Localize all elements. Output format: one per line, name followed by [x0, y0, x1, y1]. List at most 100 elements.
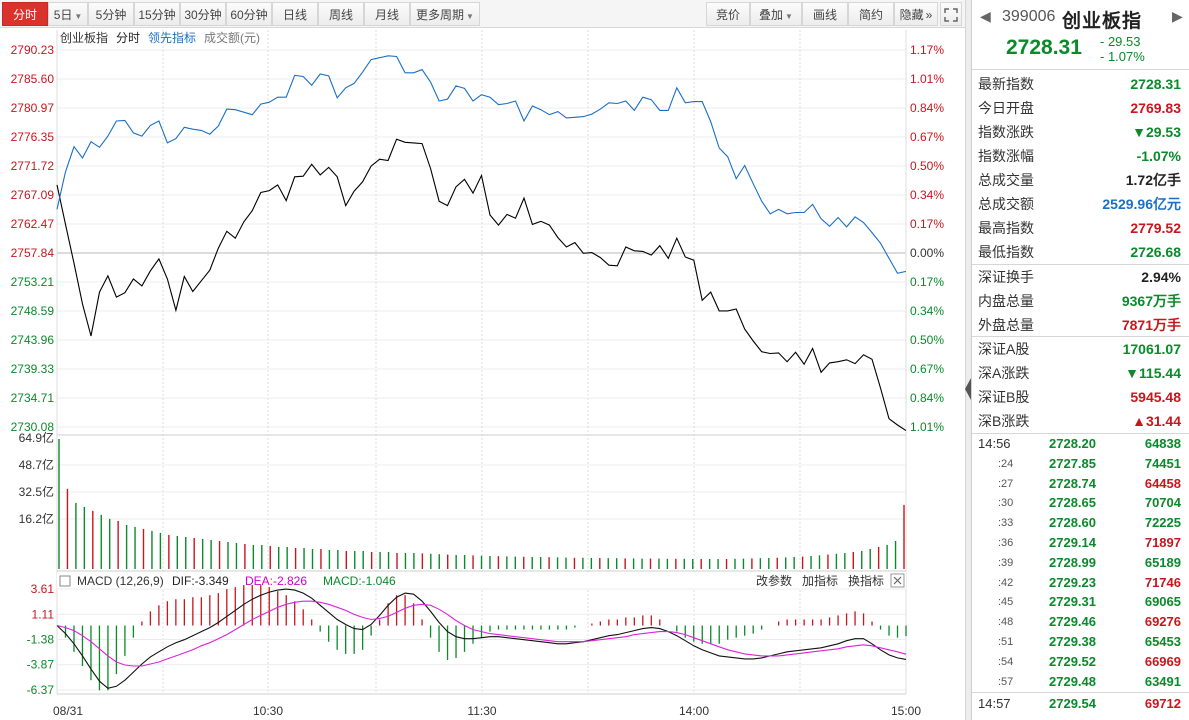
expand-arrow-icon: »	[925, 8, 933, 22]
quote-row: 最新指数 2728.31	[972, 72, 1189, 96]
quote-row-value: 1.72亿手	[1125, 172, 1181, 188]
quote-row: 最低指数 2726.68	[972, 240, 1189, 264]
period-tab-label: 15分钟	[138, 8, 176, 22]
prev-arrow-icon[interactable]: ◀	[980, 8, 991, 24]
quote-row: 深证B股 5945.48	[972, 385, 1189, 409]
volume-tick-label: 64.9亿	[19, 430, 54, 445]
tick-time: :42	[998, 576, 1014, 589]
quote-row: 总成交额 2529.96亿元	[972, 192, 1189, 216]
quote-row-label: 指数涨跌	[978, 124, 1034, 140]
tick-time: 14:57	[978, 696, 1011, 712]
period-tab-label: 月线	[374, 8, 399, 22]
quote-row-value: 2769.83	[1130, 100, 1181, 116]
quote-row-label: 最低指数	[978, 244, 1034, 260]
period-tab-6[interactable]: 日线	[272, 2, 318, 26]
price-tick-label: 2771.72	[11, 159, 55, 173]
price-change: - 29.53 - 1.07%	[1100, 34, 1145, 64]
period-tab-label: 30分钟	[184, 8, 222, 22]
period-tab-0[interactable]: 分时	[2, 2, 48, 26]
period-tab-8[interactable]: 月线	[364, 2, 410, 26]
pct-tick-label: 1.17%	[910, 43, 944, 57]
volume-tick-label: 48.7亿	[19, 457, 54, 472]
section-divider	[972, 433, 1189, 434]
period-tab-1[interactable]: 5日 ▼	[48, 2, 88, 26]
period-tab-4[interactable]: 30分钟	[180, 2, 226, 26]
quote-row: 深证A股 17061.07	[972, 337, 1189, 361]
period-tab-label: 分时	[12, 8, 37, 22]
section-divider	[972, 692, 1189, 694]
tool-button-0[interactable]: 竞价	[706, 2, 750, 26]
quote-row-label: 深B涨跌	[978, 413, 1030, 429]
period-tab-5[interactable]: 60分钟	[226, 2, 272, 26]
quote-header: ◀ 399006 创业板指 ▶ 2728.31 - 29.53 - 1.07%	[972, 0, 1189, 70]
macd-dea-label: DEA:-2.826	[245, 574, 307, 588]
quote-row-value: 9367万手	[1121, 293, 1181, 309]
period-tab-3[interactable]: 15分钟	[134, 2, 180, 26]
tick-volume: 65453	[1144, 634, 1181, 649]
tick-time: :48	[998, 616, 1014, 629]
macd-tool-1[interactable]: 加指标	[802, 573, 838, 588]
period-tab-label: 周线	[328, 8, 353, 22]
collapse-arrow-icon[interactable]	[965, 378, 971, 400]
period-tab-2[interactable]: 5分钟	[88, 2, 134, 26]
quote-row-value: ▼115.44	[1125, 365, 1181, 381]
next-arrow-icon[interactable]: ▶	[1172, 8, 1183, 24]
tool-button-4[interactable]: 隐藏»	[894, 2, 938, 26]
quote-row-label: 最新指数	[978, 76, 1034, 92]
chart-toolbar: 分时 5日 ▼ 5分钟 15分钟 30分钟 60分钟 日线 周线 月线 更多周期 ▼ 竞价 叠加 ▼ 画线 简约…	[0, 0, 965, 28]
period-tab-label: 日线	[282, 8, 307, 22]
pct-tick-label: 1.01%	[910, 72, 944, 86]
price-tick-label: 2739.33	[11, 362, 55, 376]
tick-row: :51 2729.38 65453	[972, 632, 1189, 652]
panel-collapse-strip[interactable]	[965, 0, 971, 720]
quote-row-label: 最高指数	[978, 220, 1034, 236]
macd-tool-2[interactable]: 换指标	[848, 573, 884, 588]
macd-value-label: MACD:-1.046	[323, 574, 396, 588]
quote-row-label: 总成交额	[978, 196, 1034, 212]
tick-price: 2728.74	[1049, 475, 1096, 491]
quote-row: 深B涨跌 ▲31.44	[972, 409, 1189, 433]
quote-row-value: 2728.31	[1130, 76, 1181, 92]
tool-button-3[interactable]: 简约	[848, 2, 894, 26]
chart-header-mode: 分时	[116, 31, 140, 45]
period-tab-label: 更多周期	[416, 8, 465, 22]
dropdown-caret-icon: ▼	[466, 12, 474, 21]
macd-tool-0[interactable]: 改参数	[756, 573, 792, 588]
quote-row: 深证换手 2.94%	[972, 265, 1189, 289]
pct-tick-label: 0.50%	[910, 333, 944, 347]
tick-price: 2729.48	[1049, 673, 1096, 689]
tick-price: 2729.31	[1049, 594, 1096, 610]
macd-tick-label: 1.11	[32, 607, 55, 621]
period-tab-9[interactable]: 更多周期 ▼	[410, 2, 480, 26]
pct-tick-label: 0.84%	[910, 101, 944, 115]
tick-volume: 72225	[1144, 515, 1181, 531]
period-tab-7[interactable]: 周线	[318, 2, 364, 26]
tool-button-1[interactable]: 叠加 ▼	[750, 2, 802, 26]
price-tick-label: 2757.84	[11, 246, 55, 260]
tick-row: 14:57 2729.54 69712	[972, 694, 1189, 714]
quote-row-value: ▲31.44	[1132, 413, 1181, 429]
section-divider	[972, 264, 1189, 265]
tick-volume: 65189	[1144, 554, 1181, 570]
macd-name-label: MACD (12,26,9)	[77, 574, 164, 588]
tick-time: :30	[998, 497, 1014, 510]
quote-row-value: 5945.48	[1130, 389, 1181, 405]
tick-volume: 64838	[1144, 436, 1181, 451]
change-percent: - 1.07%	[1100, 49, 1145, 64]
pct-tick-label: 1.01%	[910, 420, 944, 434]
tick-time: :27	[998, 477, 1014, 490]
quote-row-label: 指数涨幅	[978, 148, 1034, 164]
pct-tick-label: 0.17%	[910, 275, 944, 289]
quote-row-value: ▼29.53	[1132, 124, 1181, 140]
tick-price: 2728.99	[1049, 554, 1096, 570]
chart-header-lead_indicator: 领先指标	[148, 30, 196, 45]
tool-button-2[interactable]: 画线	[802, 2, 848, 26]
macd-tick-label: 3.61	[31, 582, 55, 596]
tick-price: 2728.65	[1049, 495, 1096, 511]
lead-indicator-line	[56, 55, 907, 274]
quote-row: 深A涨跌 ▼115.44	[972, 361, 1189, 385]
fullscreen-icon[interactable]	[940, 2, 962, 26]
section-divider	[972, 336, 1189, 337]
price-tick-label: 2790.23	[11, 43, 55, 57]
pct-tick-label: 0.84%	[910, 391, 944, 405]
